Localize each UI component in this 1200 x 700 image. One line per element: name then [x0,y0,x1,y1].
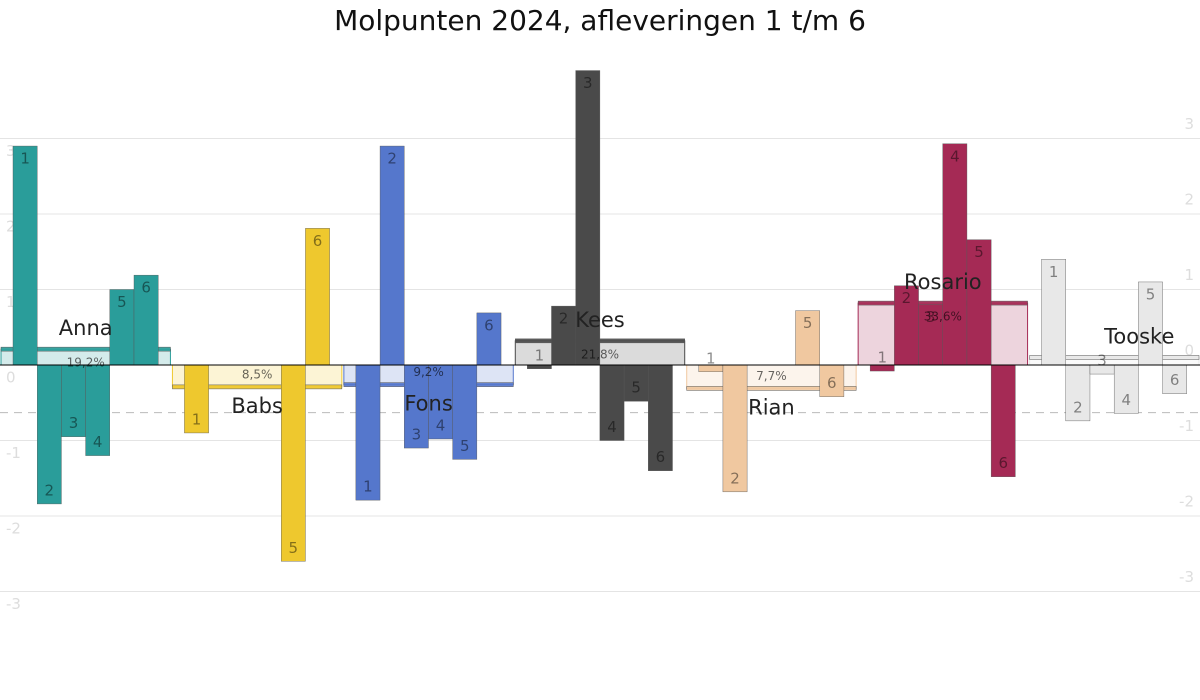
bar [305,228,330,366]
series-name: Anna [59,316,113,340]
bar-label: 4 [1121,391,1131,409]
bar-label: 1 [20,150,30,168]
bar-label: 5 [803,314,813,332]
series-name: Fons [404,392,452,416]
y-tick-label-right: 2 [1184,191,1194,209]
bar-label: 2 [730,469,740,487]
y-tick-label: 0 [6,369,16,387]
bar [404,364,429,449]
bar-label: 4 [436,416,446,434]
bar-label: 5 [117,293,127,311]
bar-label: 3 [583,74,593,92]
y-tick-label: 1 [6,293,16,311]
bar-label: 3 [69,414,79,432]
series-name: Kees [575,308,625,332]
y-tick-label-right: 3 [1184,115,1194,133]
bar-label: 6 [998,454,1008,472]
bar-label: 1 [192,410,202,428]
series-name: Rian [748,395,795,419]
bar-label: 2 [1073,398,1083,416]
bar-label: 3 [1097,352,1107,370]
y-tick-label: -1 [6,444,21,462]
mean-edge [172,384,343,390]
bar [527,364,552,369]
bar-label: 5 [974,243,984,261]
bar-label: 1 [706,349,716,367]
share-label: 19,2% [67,356,105,370]
bar-label: 6 [656,448,666,466]
bar [819,364,845,397]
bar-label: 4 [607,418,617,436]
bar-label: 2 [387,150,397,168]
share-label: 21,8% [581,347,619,361]
bar-label: 5 [460,437,470,455]
bar-label: 4 [93,433,103,451]
y-tick-label-right: -3 [1179,568,1194,586]
bar [722,364,748,493]
bar-label: 4 [950,147,960,165]
bar-label: 1 [877,349,887,367]
bar-label: 6 [1170,371,1180,389]
bar [894,285,919,366]
bar [12,145,38,366]
bar [1113,364,1139,414]
bar [648,364,673,471]
bar-label: 2 [902,289,912,307]
bar-label: 1 [535,346,545,364]
bar-label: 6 [484,316,494,334]
bar-label: 2 [559,310,569,328]
bar [575,70,601,366]
bar-label: 5 [631,379,641,397]
bar [1041,259,1066,366]
bar [379,145,405,366]
bar-label: 5 [1146,285,1156,303]
bar [918,304,943,366]
y-tick-label-right: -2 [1179,493,1194,511]
bar [551,305,576,366]
bar-label: 6 [313,232,323,250]
bar-label: 3 [926,308,936,326]
bar [355,364,381,501]
y-tick-label-right: 1 [1184,266,1194,284]
y-tick-label: -3 [6,595,21,613]
share-label: 7,7% [756,369,787,383]
share-label: 9,2% [413,365,444,379]
bar-label: 1 [363,478,373,496]
bar [281,364,306,562]
bar-label: 6 [141,279,151,297]
bar-label: 6 [827,374,837,392]
y-tick-label-right: -1 [1179,417,1194,435]
share-label: 8,5% [242,367,273,381]
y-tick-label: -2 [6,520,21,538]
bar [184,364,209,434]
bar [133,274,159,366]
series-name: Rosario [904,270,982,294]
bar [1065,364,1091,422]
bar [476,312,502,366]
mean-edge [1029,355,1200,360]
bar [623,364,649,402]
bar [428,364,453,440]
chart-title: Molpunten 2024, afleveringen 1 t/m 6 [334,4,866,37]
bar-label: 1 [1049,263,1059,281]
bar [990,364,1016,477]
share-label: 33,6% [924,310,962,324]
bar-label: 2 [45,481,55,499]
bar [109,289,135,366]
bar-label: 5 [289,539,299,557]
bar [795,310,820,366]
series-name: Tooske [1103,324,1174,348]
mean-edge [686,386,857,391]
y-tick-label: 3 [6,142,16,160]
bar [599,364,625,441]
y-tick-label: 2 [6,218,16,236]
series-name: Babs [231,394,283,418]
mean-edge [0,346,171,352]
bar-label: 3 [412,426,422,444]
bar [1138,281,1163,366]
y-tick-label-right: 0 [1184,342,1194,360]
bar [942,143,968,366]
